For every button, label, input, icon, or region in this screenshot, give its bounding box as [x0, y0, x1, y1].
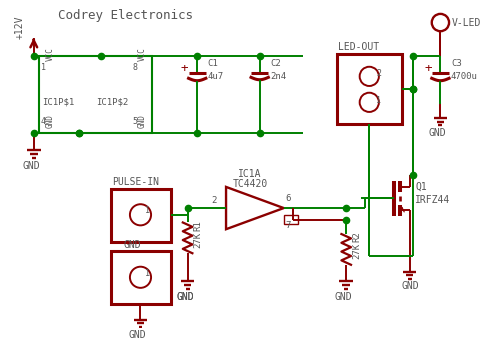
Text: GND: GND: [176, 292, 194, 303]
Text: GND: GND: [138, 114, 147, 128]
Text: C2: C2: [270, 59, 281, 68]
Text: GND: GND: [123, 240, 141, 250]
Text: R2: R2: [352, 232, 361, 242]
Text: GND: GND: [22, 161, 40, 171]
Text: +12V: +12V: [15, 15, 25, 39]
Text: +: +: [181, 62, 188, 75]
Text: Q1: Q1: [415, 182, 427, 192]
Text: 27K: 27K: [352, 243, 361, 259]
Text: C1: C1: [208, 59, 219, 68]
Text: 1: 1: [376, 96, 381, 105]
Text: GND: GND: [429, 128, 447, 138]
Text: 27K: 27K: [194, 232, 203, 248]
Bar: [111, 251, 171, 304]
Text: IC1P$2: IC1P$2: [96, 98, 129, 107]
Text: IC1P$1: IC1P$1: [42, 98, 75, 107]
Text: 1: 1: [40, 63, 45, 72]
Text: R1: R1: [194, 220, 203, 231]
Text: 2: 2: [376, 69, 381, 78]
Text: GND: GND: [129, 330, 147, 340]
Text: 4u7: 4u7: [208, 72, 224, 81]
Bar: [39, 56, 152, 133]
Text: VCC: VCC: [45, 47, 54, 61]
Text: V-LED: V-LED: [452, 18, 481, 28]
Text: 2: 2: [212, 196, 217, 205]
Text: GND: GND: [176, 292, 194, 303]
Text: IC1A: IC1A: [237, 169, 261, 180]
Text: 6: 6: [286, 194, 291, 203]
Text: Codrey Electronics: Codrey Electronics: [58, 9, 193, 22]
Text: 4700u: 4700u: [451, 72, 478, 81]
Text: 7: 7: [286, 221, 291, 230]
Bar: [337, 54, 402, 124]
Text: VCC: VCC: [138, 47, 147, 61]
Bar: [284, 215, 298, 224]
Text: GND: GND: [402, 281, 420, 291]
Text: 8: 8: [133, 63, 138, 72]
Text: 1: 1: [145, 206, 150, 216]
Text: TC4420: TC4420: [233, 179, 268, 189]
Text: 4: 4: [40, 117, 45, 126]
Text: +: +: [424, 62, 431, 75]
Text: PULSE-IN: PULSE-IN: [112, 177, 160, 187]
Text: C3: C3: [451, 59, 462, 68]
Text: 5: 5: [133, 117, 138, 126]
Bar: [111, 189, 171, 242]
Text: LED-OUT: LED-OUT: [338, 41, 379, 52]
Text: 2n4: 2n4: [270, 72, 286, 81]
Text: GND: GND: [45, 114, 54, 128]
Text: GND: GND: [335, 292, 352, 303]
Text: 1: 1: [145, 269, 150, 278]
Text: IRFZ44: IRFZ44: [415, 195, 451, 205]
